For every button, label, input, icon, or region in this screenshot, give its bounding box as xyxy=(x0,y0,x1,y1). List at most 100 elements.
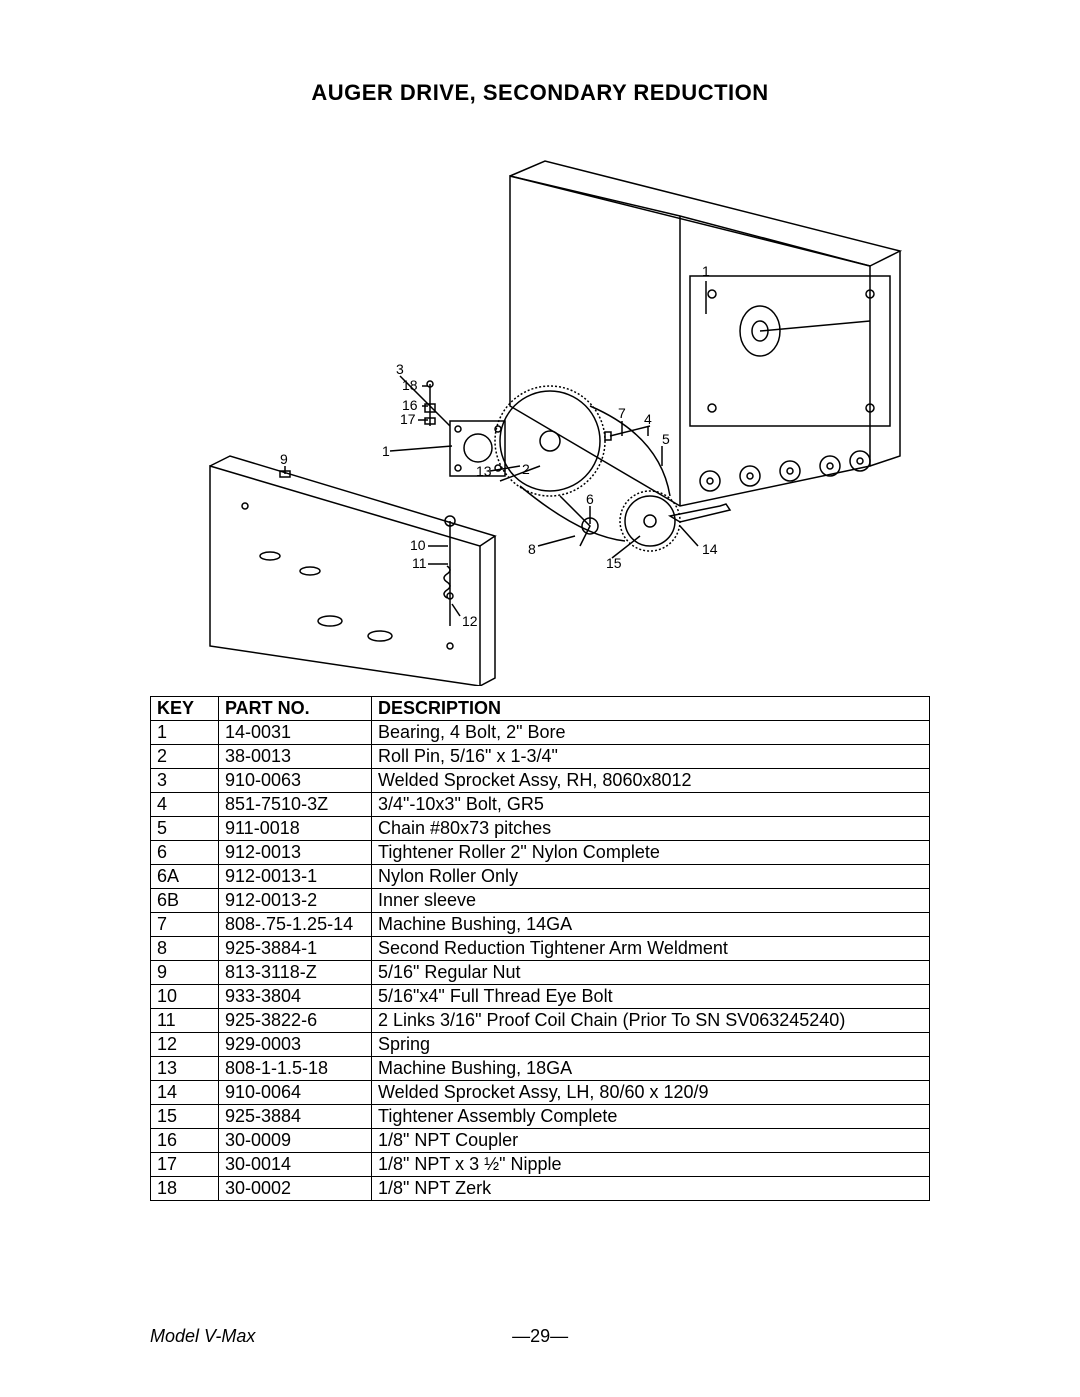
table-row: 4851-7510-3Z3/4"-10x3" Bolt, GR5 xyxy=(151,793,930,817)
table-row: 1730-00141/8" NPT x 3 ½" Nipple xyxy=(151,1153,930,1177)
cell-desc: Chain #80x73 pitches xyxy=(372,817,930,841)
cell-key: 13 xyxy=(151,1057,219,1081)
cell-desc: Welded Sprocket Assy, RH, 8060x8012 xyxy=(372,769,930,793)
cell-desc: 3/4"-10x3" Bolt, GR5 xyxy=(372,793,930,817)
cell-key: 2 xyxy=(151,745,219,769)
cell-desc: 5/16"x4" Full Thread Eye Bolt xyxy=(372,985,930,1009)
footer-model: Model V-Max xyxy=(150,1326,255,1347)
cell-key: 18 xyxy=(151,1177,219,1201)
svg-text:3: 3 xyxy=(396,361,404,377)
cell-part: 910-0064 xyxy=(219,1081,372,1105)
cell-part: 30-0009 xyxy=(219,1129,372,1153)
page: AUGER DRIVE, SECONDARY REDUCTION xyxy=(0,0,1080,1397)
svg-text:13: 13 xyxy=(476,463,492,479)
cell-desc: Nylon Roller Only xyxy=(372,865,930,889)
svg-text:7: 7 xyxy=(618,405,626,421)
svg-text:18: 18 xyxy=(402,377,418,393)
cell-desc: Machine Bushing, 14GA xyxy=(372,913,930,937)
table-row: 6912-0013Tightener Roller 2" Nylon Compl… xyxy=(151,841,930,865)
cell-desc: Tightener Assembly Complete xyxy=(372,1105,930,1129)
cell-key: 7 xyxy=(151,913,219,937)
cell-part: 910-0063 xyxy=(219,769,372,793)
diagram-svg: 1 3 18 16 17 1 13 2 7 4 5 6 8 15 14 9 10… xyxy=(150,126,930,686)
svg-text:12: 12 xyxy=(462,613,478,629)
table-row: 13808-1-1.5-18Machine Bushing, 18GA xyxy=(151,1057,930,1081)
cell-part: 38-0013 xyxy=(219,745,372,769)
svg-text:6: 6 xyxy=(586,491,594,507)
table-row: 9813-3118-Z5/16" Regular Nut xyxy=(151,961,930,985)
svg-text:17: 17 xyxy=(400,411,416,427)
cell-key: 10 xyxy=(151,985,219,1009)
cell-desc: 1/8" NPT x 3 ½" Nipple xyxy=(372,1153,930,1177)
cell-key: 1 xyxy=(151,721,219,745)
table-row: 7808-.75-1.25-14Machine Bushing, 14GA xyxy=(151,913,930,937)
page-footer: Model V-Max —29— Model V-Max xyxy=(150,1326,930,1347)
cell-desc: Welded Sprocket Assy, LH, 80/60 x 120/9 xyxy=(372,1081,930,1105)
svg-text:11: 11 xyxy=(412,555,427,571)
table-row: 11925-3822-62 Links 3/16" Proof Coil Cha… xyxy=(151,1009,930,1033)
cell-part: 808-.75-1.25-14 xyxy=(219,913,372,937)
cell-desc: Bearing, 4 Bolt, 2" Bore xyxy=(372,721,930,745)
cell-key: 14 xyxy=(151,1081,219,1105)
cell-key: 6 xyxy=(151,841,219,865)
cell-part: 30-0014 xyxy=(219,1153,372,1177)
cell-part: 813-3118-Z xyxy=(219,961,372,985)
col-key: KEY xyxy=(151,697,219,721)
table-header-row: KEY PART NO. DESCRIPTION xyxy=(151,697,930,721)
cell-part: 912-0013 xyxy=(219,841,372,865)
table-row: 6A912-0013-1 Nylon Roller Only xyxy=(151,865,930,889)
cell-part: 933-3804 xyxy=(219,985,372,1009)
cell-desc: Roll Pin, 5/16" x 1-3/4" xyxy=(372,745,930,769)
cell-part: 808-1-1.5-18 xyxy=(219,1057,372,1081)
cell-part: 851-7510-3Z xyxy=(219,793,372,817)
cell-key: 4 xyxy=(151,793,219,817)
cell-desc: 2 Links 3/16" Proof Coil Chain (Prior To… xyxy=(372,1009,930,1033)
cell-part: 912-0013-2 xyxy=(219,889,372,913)
cell-part: 912-0013-1 xyxy=(219,865,372,889)
table-row: 12929-0003Spring xyxy=(151,1033,930,1057)
footer-page: —29— xyxy=(512,1326,568,1347)
svg-text:10: 10 xyxy=(410,537,426,553)
cell-desc: Machine Bushing, 18GA xyxy=(372,1057,930,1081)
svg-text:2: 2 xyxy=(522,461,530,477)
cell-key: 15 xyxy=(151,1105,219,1129)
table-row: 15925-3884Tightener Assembly Complete xyxy=(151,1105,930,1129)
cell-key: 8 xyxy=(151,937,219,961)
table-row: 1630-00091/8" NPT Coupler xyxy=(151,1129,930,1153)
page-title: AUGER DRIVE, SECONDARY REDUCTION xyxy=(150,80,930,106)
svg-text:15: 15 xyxy=(606,555,622,571)
cell-desc: Spring xyxy=(372,1033,930,1057)
svg-text:8: 8 xyxy=(528,541,536,557)
table-row: 114-0031Bearing, 4 Bolt, 2" Bore xyxy=(151,721,930,745)
cell-part: 925-3884-1 xyxy=(219,937,372,961)
svg-text:14: 14 xyxy=(702,541,718,557)
col-part: PART NO. xyxy=(219,697,372,721)
cell-desc: Tightener Roller 2" Nylon Complete xyxy=(372,841,930,865)
svg-text:1: 1 xyxy=(702,263,710,279)
exploded-diagram: 1 3 18 16 17 1 13 2 7 4 5 6 8 15 14 9 10… xyxy=(150,126,930,686)
diagram-callouts: 1 3 18 16 17 1 13 2 7 4 5 6 8 15 14 9 10… xyxy=(280,263,718,629)
table-row: 3910-0063Welded Sprocket Assy, RH, 8060x… xyxy=(151,769,930,793)
col-desc: DESCRIPTION xyxy=(372,697,930,721)
cell-desc: Inner sleeve xyxy=(372,889,930,913)
svg-text:4: 4 xyxy=(644,411,652,427)
table-row: 5911-0018Chain #80x73 pitches xyxy=(151,817,930,841)
cell-key: 6A xyxy=(151,865,219,889)
cell-key: 16 xyxy=(151,1129,219,1153)
cell-part: 911-0018 xyxy=(219,817,372,841)
cell-key: 9 xyxy=(151,961,219,985)
cell-desc: Second Reduction Tightener Arm Weldment xyxy=(372,937,930,961)
table-row: 1830-00021/8" NPT Zerk xyxy=(151,1177,930,1201)
cell-part: 925-3822-6 xyxy=(219,1009,372,1033)
cell-key: 3 xyxy=(151,769,219,793)
cell-desc: 5/16" Regular Nut xyxy=(372,961,930,985)
cell-key: 11 xyxy=(151,1009,219,1033)
table-row: 6B912-0013-2Inner sleeve xyxy=(151,889,930,913)
cell-part: 14-0031 xyxy=(219,721,372,745)
cell-key: 6B xyxy=(151,889,219,913)
table-row: 14910-0064Welded Sprocket Assy, LH, 80/6… xyxy=(151,1081,930,1105)
cell-part: 30-0002 xyxy=(219,1177,372,1201)
svg-text:9: 9 xyxy=(280,451,288,467)
svg-text:1: 1 xyxy=(382,443,390,459)
svg-text:5: 5 xyxy=(662,431,670,447)
